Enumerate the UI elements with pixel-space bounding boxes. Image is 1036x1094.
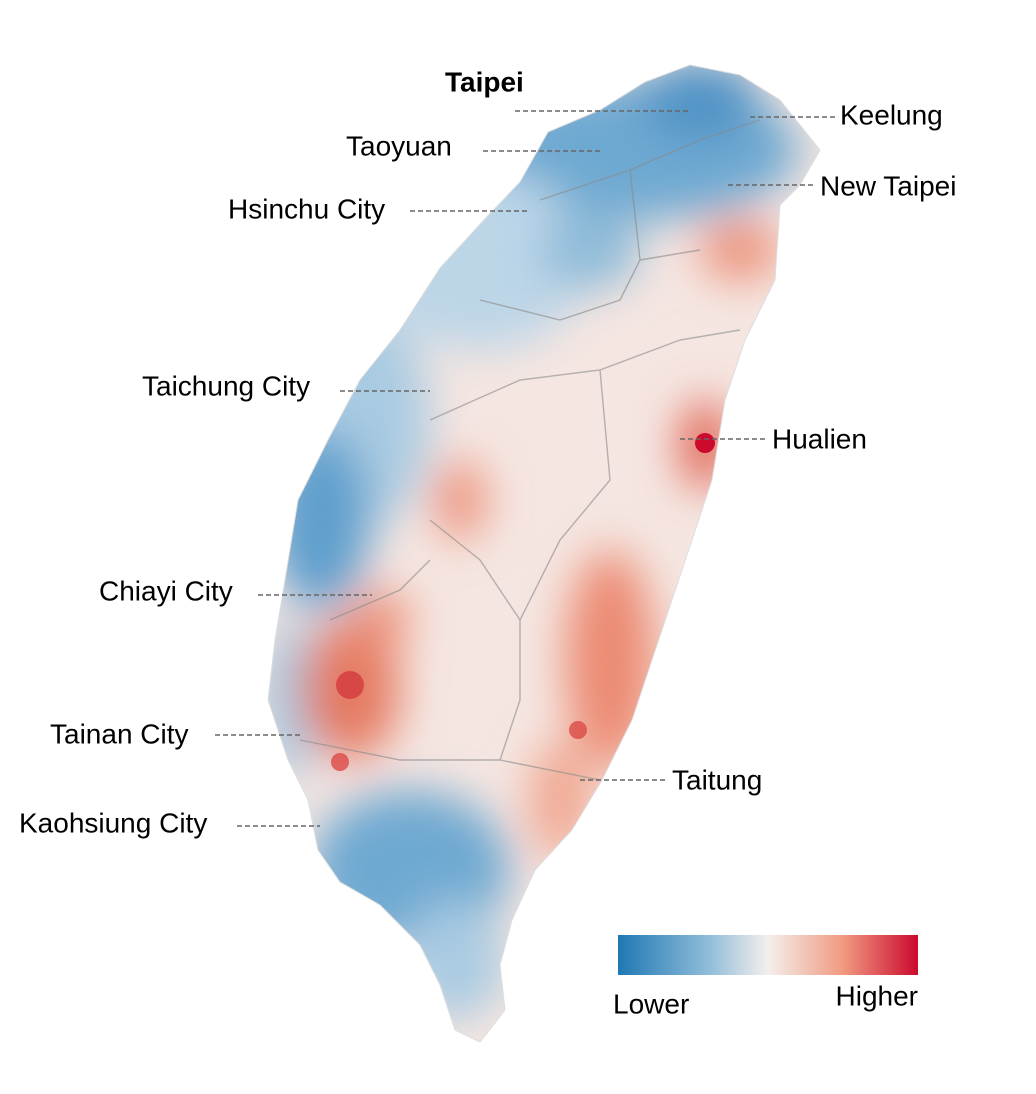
city-label: Hsinchu City <box>228 193 385 224</box>
legend-scale <box>618 935 918 975</box>
city-label: Taoyuan <box>346 130 452 161</box>
legend: Lower Higher <box>613 935 918 1019</box>
labels: Taipei Taoyuan Keelung New Taipei Hsinch… <box>19 66 956 838</box>
city-label: New Taipei <box>820 170 956 201</box>
legend-high: Higher <box>836 980 918 1011</box>
city-label: Chiayi City <box>99 575 233 606</box>
city-label: Tainan City <box>50 718 189 749</box>
city-label: Hualien <box>772 423 867 454</box>
city-label: Taipei <box>445 66 524 97</box>
city-label: Kaohsiung City <box>19 807 207 838</box>
legend-low: Lower <box>613 988 689 1019</box>
city-label: Keelung <box>840 99 943 130</box>
city-label: Taichung City <box>142 370 310 401</box>
city-label: Taitung <box>672 764 762 795</box>
